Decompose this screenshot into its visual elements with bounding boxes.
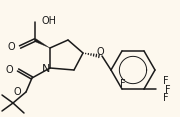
Text: N: N — [42, 64, 50, 74]
Text: O: O — [13, 87, 21, 97]
Text: O: O — [5, 65, 13, 75]
Text: F: F — [163, 76, 169, 86]
Polygon shape — [34, 39, 50, 48]
Text: OH: OH — [41, 16, 56, 26]
Text: F: F — [120, 79, 126, 89]
Text: F: F — [163, 93, 169, 103]
Text: O: O — [96, 47, 104, 57]
Text: F: F — [165, 85, 171, 95]
Text: O: O — [7, 42, 15, 52]
